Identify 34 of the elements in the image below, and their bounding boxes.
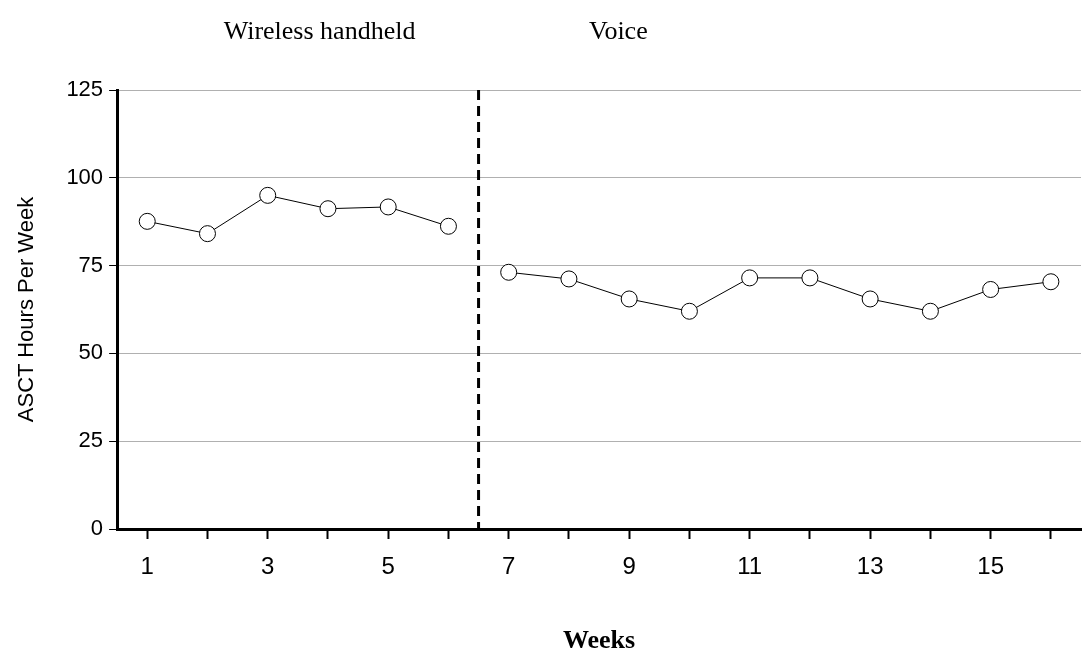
x-tick-label: 9 bbox=[622, 552, 636, 580]
point bbox=[560, 270, 578, 288]
point bbox=[439, 217, 457, 235]
y-axis-title: ASCT Hours Per Week bbox=[13, 195, 39, 423]
point bbox=[861, 290, 879, 308]
text: Wireless handheld bbox=[223, 15, 416, 45]
x-tick-label: 15 bbox=[977, 552, 1004, 580]
point bbox=[741, 269, 759, 287]
y-tick-label: 25 bbox=[78, 427, 104, 453]
point bbox=[138, 212, 156, 230]
x-tick-label: 11 bbox=[737, 552, 763, 580]
point bbox=[379, 198, 397, 216]
point bbox=[1042, 273, 1060, 291]
x-tick-label: 13 bbox=[856, 552, 884, 580]
point bbox=[680, 302, 698, 320]
x-tick-label: 5 bbox=[381, 552, 395, 580]
y-tick-label: 0 bbox=[90, 515, 104, 541]
point bbox=[259, 186, 277, 204]
y-tick-label: 75 bbox=[78, 251, 104, 277]
point bbox=[198, 225, 216, 243]
y-tick-label: 50 bbox=[78, 339, 104, 365]
x-tick-label: 3 bbox=[261, 552, 275, 580]
x-axis-title: Weeks bbox=[562, 625, 636, 655]
point bbox=[982, 280, 1000, 298]
point bbox=[620, 290, 638, 308]
point bbox=[921, 302, 939, 320]
text: Voice bbox=[588, 15, 648, 45]
y-tick-label: 125 bbox=[66, 76, 104, 102]
point bbox=[319, 200, 337, 218]
x-tick-label: 1 bbox=[140, 552, 154, 580]
point bbox=[500, 263, 518, 281]
x-tick-label: 7 bbox=[502, 552, 516, 580]
point bbox=[801, 269, 819, 287]
y-tick-label: 100 bbox=[66, 163, 104, 189]
